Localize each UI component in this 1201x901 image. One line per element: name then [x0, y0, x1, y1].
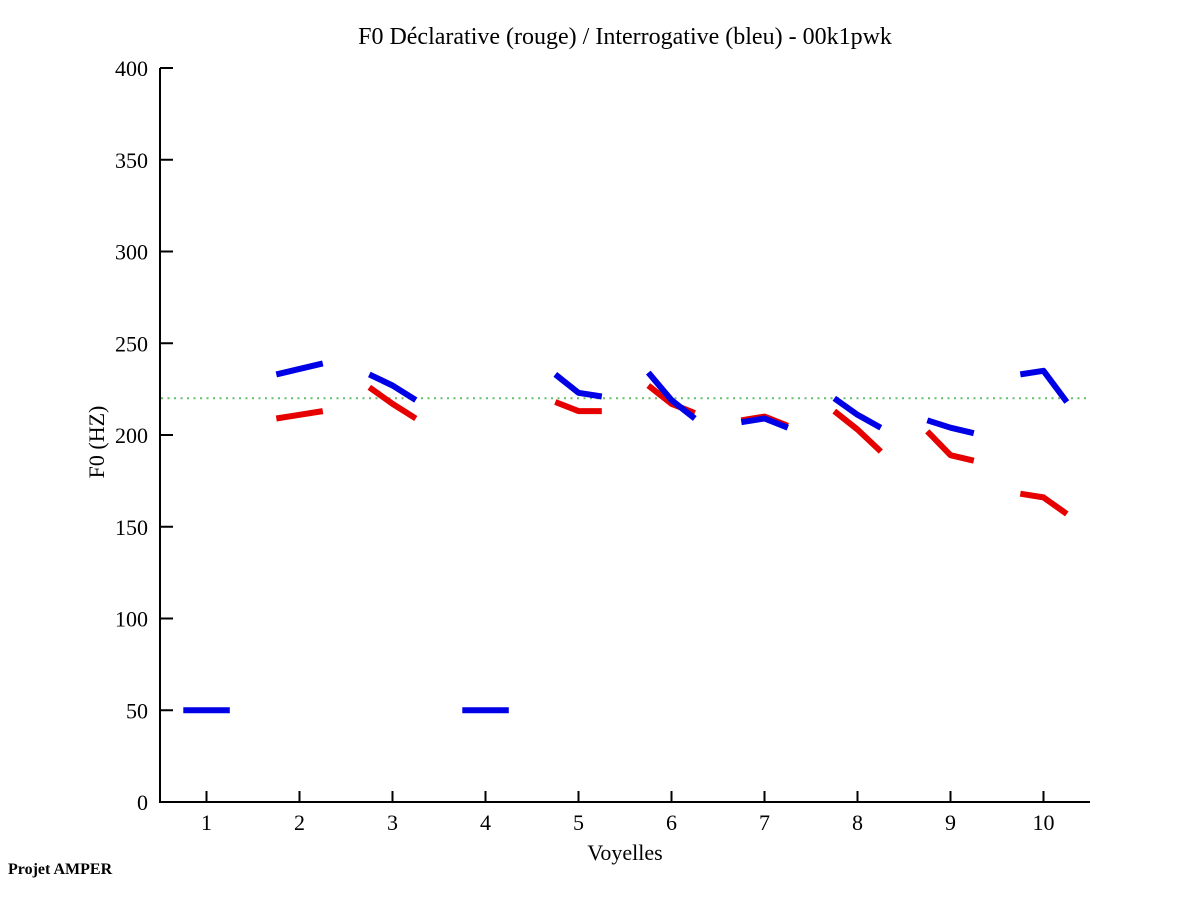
y-tick-label: 350: [115, 148, 148, 173]
y-tick-label: 150: [115, 515, 148, 540]
y-tick-label: 0: [137, 790, 148, 815]
x-tick-label: 3: [387, 810, 398, 835]
interrogative-segment-v7: [740, 415, 789, 431]
x-tick-label: 6: [666, 810, 677, 835]
x-tick-label: 7: [759, 810, 770, 835]
y-tick-label: 250: [115, 331, 148, 356]
declarative-segment-v9: [925, 429, 975, 464]
x-tick-label: 9: [945, 810, 956, 835]
x-tick-label: 1: [201, 810, 212, 835]
chart-title: F0 Déclarative (rouge) / Interrogative (…: [358, 24, 892, 50]
interrogative-segment-v6: [646, 370, 697, 421]
project-footer: Projet AMPER: [8, 861, 113, 878]
x-tick-label: 10: [1033, 810, 1055, 835]
y-tick-label: 50: [126, 698, 148, 723]
declarative-segment-v8: [832, 408, 883, 454]
y-tick-label: 200: [115, 423, 148, 448]
y-tick-label: 400: [115, 56, 148, 81]
y-tick-label: 300: [115, 240, 148, 265]
interrogative-segment-v8: [832, 395, 883, 431]
x-tick-label: 4: [480, 810, 491, 835]
declarative-segment-v10: [1019, 490, 1069, 517]
interrogative-segment-v2: [275, 360, 324, 378]
declarative-segment-v2: [275, 408, 324, 422]
x-tick-label: 2: [294, 810, 305, 835]
y-tick-label: 100: [115, 607, 148, 632]
interrogative-segment-v5: [553, 372, 603, 400]
x-tick-label: 8: [852, 810, 863, 835]
y-axis-label: F0 (HZ): [84, 405, 109, 479]
declarative-segment-v3: [367, 384, 418, 422]
axis-lines: [159, 68, 1090, 803]
x-tick-label: 5: [573, 810, 584, 835]
interrogative-segment-v9: [926, 417, 975, 437]
declarative-segment-v5: [554, 399, 602, 415]
interrogative-segment-v10: [1019, 367, 1070, 404]
interrogative-segment-v3: [368, 371, 418, 403]
x-axis-label: Voyelles: [587, 840, 663, 865]
